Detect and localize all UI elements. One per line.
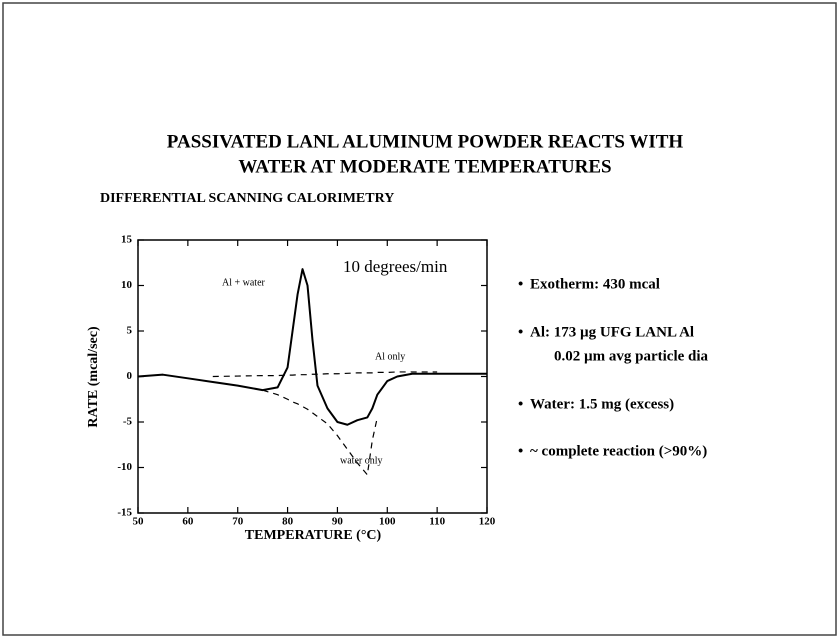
series-line: [262, 389, 378, 476]
y-tick-label: 5: [127, 325, 133, 337]
bullet-text: Al: 173 µg UFG LANL Al: [530, 324, 694, 340]
x-tick-label: 50: [133, 516, 145, 528]
x-tick-label: 80: [282, 516, 294, 528]
series-label: Al + water: [222, 277, 266, 288]
y-tick-label: -5: [123, 416, 133, 428]
y-tick-label: -10: [117, 461, 132, 473]
bullet-text: ~ complete reaction (>90%): [530, 443, 707, 459]
x-tick-label: 60: [182, 516, 194, 528]
bullet-dot: •: [518, 276, 523, 292]
y-axis-label: RATE (mcal/sec): [86, 326, 101, 428]
x-tick-label: 70: [232, 516, 244, 528]
y-tick-label: 15: [121, 234, 133, 246]
plot-frame: [137, 239, 488, 514]
title-line: PASSIVATED LANL ALUMINUM POWDER REACTS W…: [167, 131, 684, 152]
y-tick-label: -15: [117, 507, 132, 519]
bullet-text: Exotherm: 430 mcal: [530, 276, 660, 292]
title-line: WATER AT MODERATE TEMPERATURES: [238, 156, 611, 177]
x-tick-label: 120: [479, 516, 496, 528]
y-tick-label: 10: [121, 279, 133, 291]
x-tick-label: 100: [379, 516, 396, 528]
bullet-dot: •: [518, 396, 523, 412]
series-line: [137, 268, 487, 426]
annotation: 10 degrees/min: [343, 257, 448, 276]
x-axis-label: TEMPERATURE (°C): [245, 528, 382, 543]
series-label: water only: [340, 455, 383, 466]
bullet-dot: •: [518, 324, 523, 340]
x-tick-label: 90: [332, 516, 344, 528]
series-label: Al only: [375, 351, 405, 362]
y-tick-label: 0: [127, 370, 133, 382]
series-line: [212, 371, 438, 378]
bullet-text: 0.02 µm avg particle dia: [554, 348, 709, 364]
bullet-dot: •: [518, 443, 523, 459]
bullet-text: Water: 1.5 mg (excess): [530, 396, 674, 412]
x-tick-label: 110: [429, 516, 445, 528]
subtitle: DIFFERENTIAL SCANNING CALORIMETRY: [100, 191, 394, 206]
